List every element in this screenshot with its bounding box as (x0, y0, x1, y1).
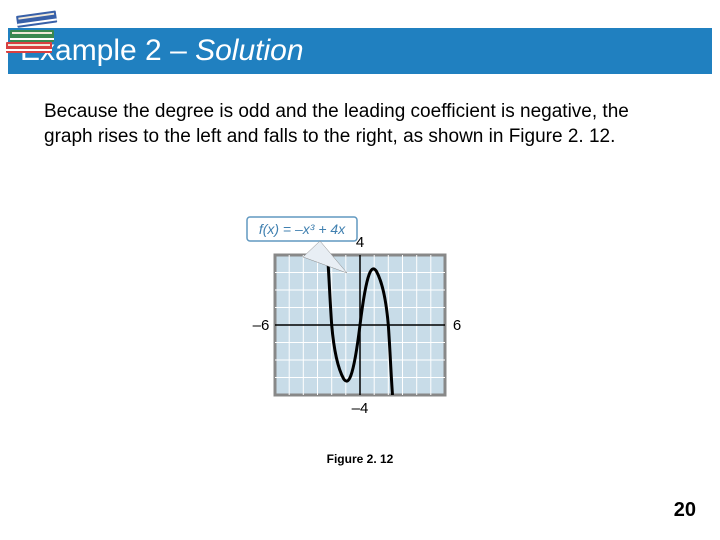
slide-title: Example 2 – Solution (20, 34, 304, 68)
figure-2-12: 4 –4 –6 6 f(x) = –x³ + 4x (235, 215, 485, 440)
page-number: 20 (674, 499, 696, 522)
body-text: Because the degree is odd and the leadin… (44, 100, 676, 149)
title-bar: Example 2 – Solution (8, 28, 712, 74)
figure-caption: Figure 2. 12 (0, 452, 720, 466)
axis-label-bottom: –4 (352, 400, 369, 417)
books-icon (2, 8, 60, 65)
equation-label: f(x) = –x³ + 4x (259, 221, 346, 237)
axis-label-right: 6 (453, 317, 461, 334)
axis-label-left: –6 (253, 317, 270, 334)
title-italic: Solution (195, 34, 303, 67)
